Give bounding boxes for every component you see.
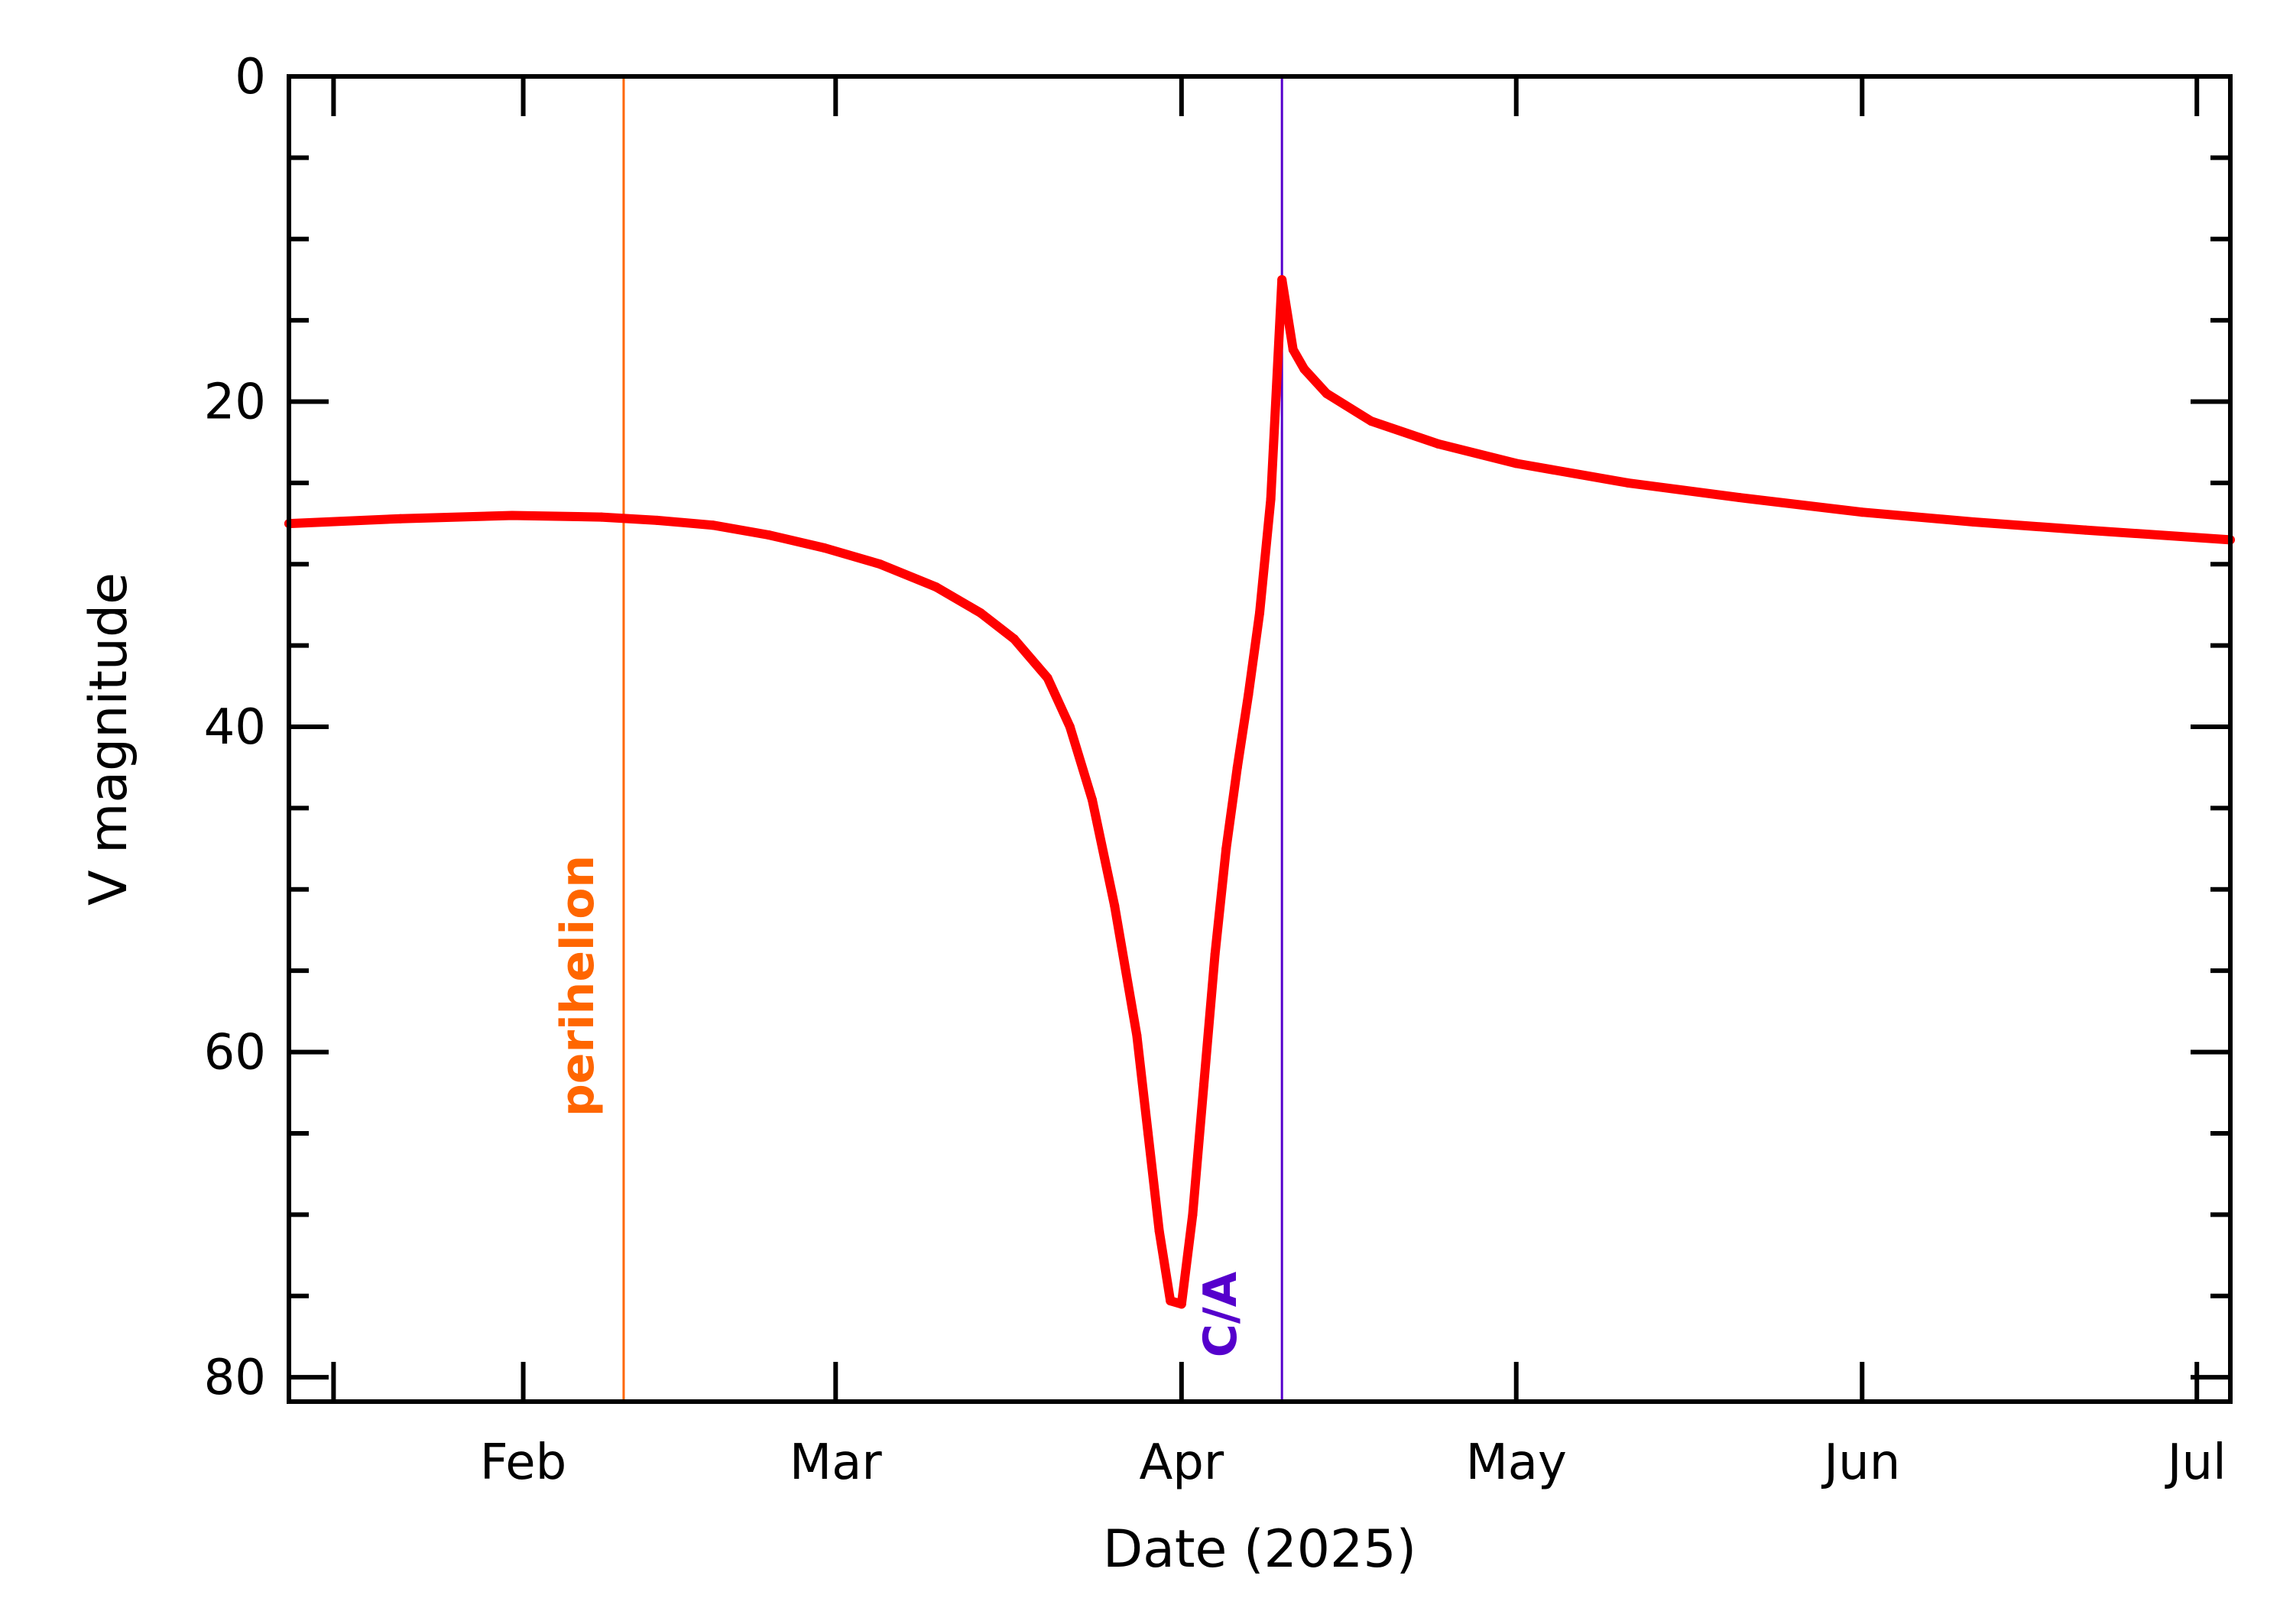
y-tick-label: 40 xyxy=(204,699,266,756)
series-point xyxy=(1043,673,1052,683)
annotation-lines xyxy=(622,76,1283,1402)
y-tick-label: 20 xyxy=(204,374,266,431)
series-point xyxy=(1210,949,1220,959)
y-tick-label: 60 xyxy=(204,1025,266,1081)
series-point xyxy=(1734,493,1744,503)
x-tick-label: Jul xyxy=(2165,1434,2227,1491)
series-point xyxy=(1288,345,1298,355)
y-axis-label: V magnitude xyxy=(79,572,139,906)
tick-label-layer: Feb Mar Apr May Jun Jul 0 20 40 60 80 xyxy=(204,49,2227,1491)
series-point xyxy=(931,582,941,592)
series-point xyxy=(1857,507,1867,517)
series-point xyxy=(875,559,885,569)
series-point xyxy=(652,515,662,525)
series-point xyxy=(1110,901,1120,911)
annotation-labels: perihelion C/A xyxy=(551,855,1247,1357)
y-tick-label: 0 xyxy=(235,49,266,105)
series-point xyxy=(1088,795,1098,805)
series-point xyxy=(507,511,517,520)
tick-layer xyxy=(289,74,2230,1402)
series-layer xyxy=(284,274,2235,1309)
series-point xyxy=(596,512,606,522)
series-point xyxy=(1244,689,1254,699)
series-point xyxy=(1154,1226,1164,1236)
x-tick-label: Feb xyxy=(480,1434,566,1491)
series-point xyxy=(1511,459,1521,468)
x-axis-label: Date (2025) xyxy=(1103,1519,1416,1580)
x-tick-label: Mar xyxy=(790,1434,882,1491)
series-point xyxy=(708,520,718,530)
series-point xyxy=(976,608,986,618)
series-point xyxy=(819,543,829,553)
series-point xyxy=(1232,763,1242,773)
annotation-label: C/A xyxy=(1194,1271,1247,1357)
series-point xyxy=(1969,517,1979,527)
series-point xyxy=(1623,478,1633,488)
series-point xyxy=(1143,1128,1153,1138)
x-tick-label: Jun xyxy=(1821,1434,1900,1491)
series-point xyxy=(1277,274,1287,284)
series-point xyxy=(2081,525,2090,535)
series-point xyxy=(1199,1080,1209,1090)
series-point xyxy=(1221,844,1231,854)
series-point xyxy=(1009,634,1019,644)
series-point xyxy=(395,514,405,524)
x-tick-label: Apr xyxy=(1139,1434,1224,1491)
annotation-label: perihelion xyxy=(551,855,605,1117)
series-point xyxy=(1188,1210,1198,1220)
x-tick-label: May xyxy=(1466,1434,1567,1491)
plot-frame xyxy=(287,74,2233,1404)
series-point xyxy=(1322,388,1331,398)
y-tick-label: 80 xyxy=(204,1350,266,1406)
series-point xyxy=(1366,417,1376,426)
series-point xyxy=(1266,494,1276,504)
series-point xyxy=(1065,722,1075,732)
series-line xyxy=(284,274,2235,1309)
series-point xyxy=(1433,439,1443,449)
series-point xyxy=(764,530,774,540)
series-point xyxy=(1299,364,1309,374)
series-point xyxy=(1255,608,1264,618)
series-point xyxy=(1166,1296,1176,1306)
series-point xyxy=(1176,1299,1186,1309)
series-point xyxy=(1132,1031,1142,1041)
